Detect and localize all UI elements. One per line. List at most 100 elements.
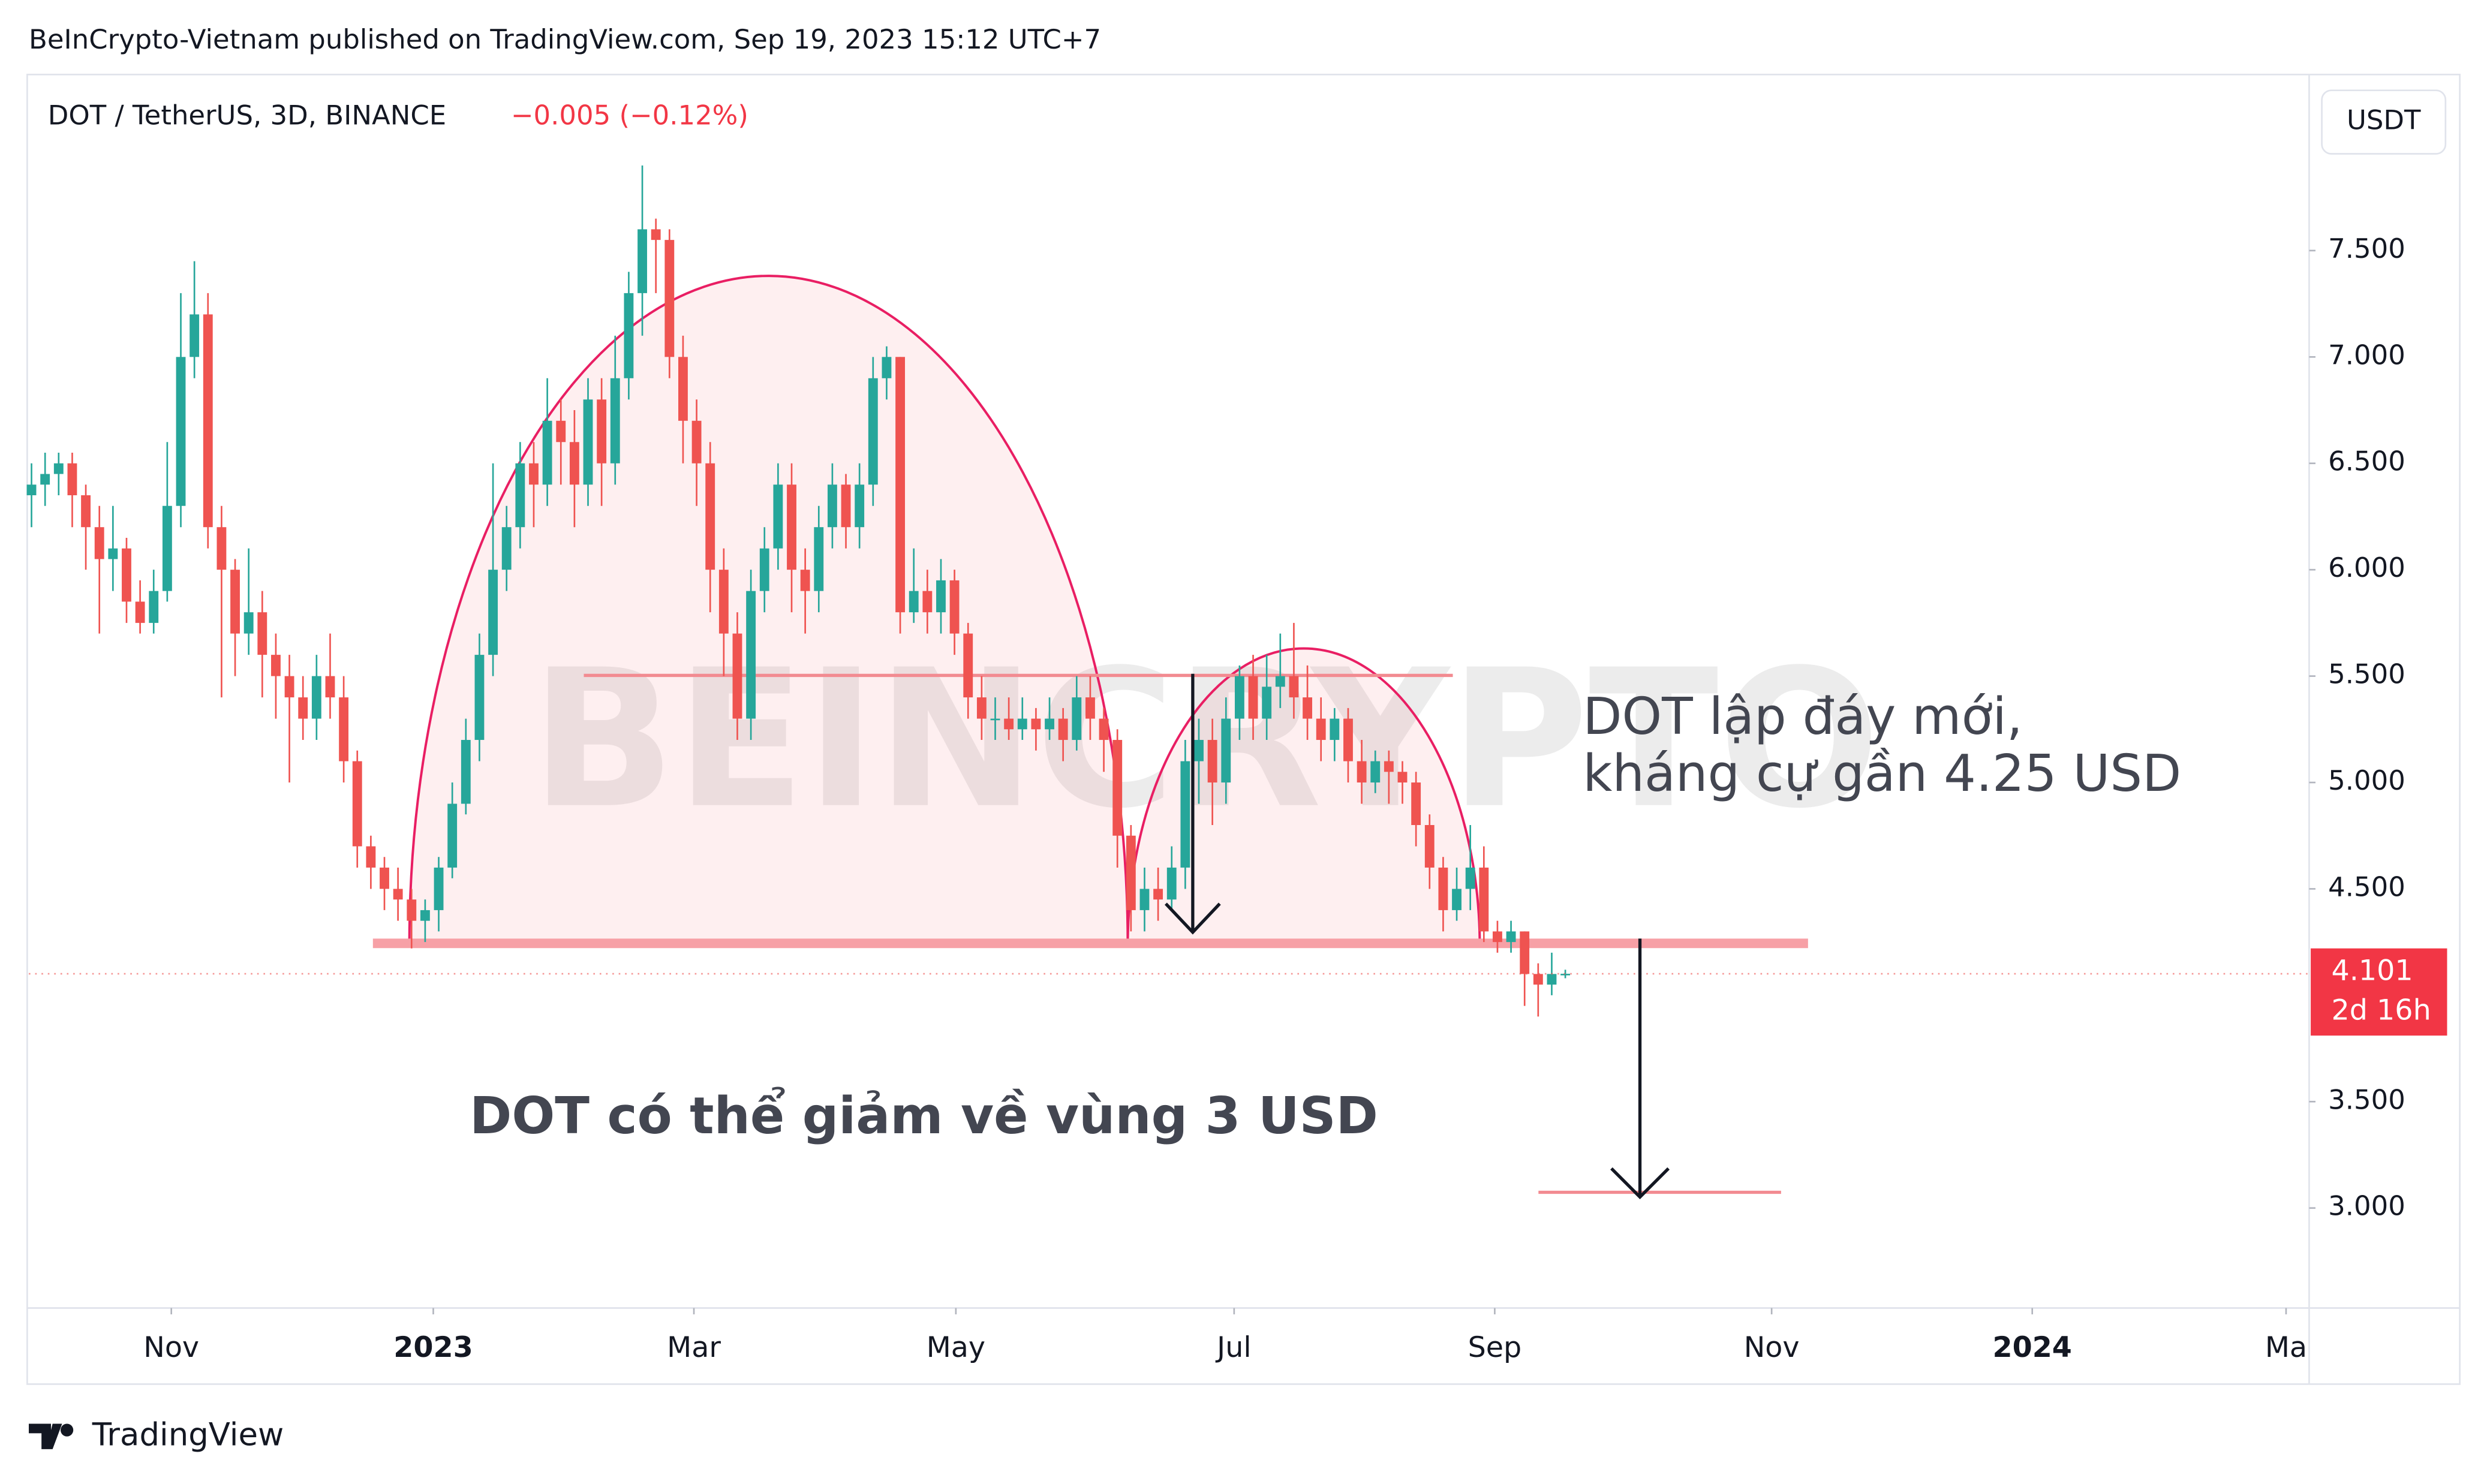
logo-mark xyxy=(29,1423,74,1449)
candle-body xyxy=(1153,889,1163,900)
x-tick-label: Nov xyxy=(143,1331,199,1364)
candle-body xyxy=(1045,718,1054,730)
candle-body xyxy=(1452,889,1461,910)
candles xyxy=(26,165,2309,1017)
candle-body xyxy=(1166,867,1177,900)
candle-body xyxy=(718,570,729,634)
candle-body xyxy=(529,463,539,485)
candle-body xyxy=(841,484,851,528)
candle-body xyxy=(53,463,64,474)
candle-body xyxy=(135,601,145,623)
candle-body xyxy=(1479,867,1489,932)
candle-body xyxy=(1289,676,1299,698)
candle-body xyxy=(895,357,906,613)
candle-body xyxy=(230,570,240,634)
candle-body xyxy=(67,463,77,495)
candle-body xyxy=(420,910,430,921)
candle-body xyxy=(1180,761,1190,868)
candle-body xyxy=(1112,740,1123,836)
candle-body xyxy=(257,612,267,655)
candle-body xyxy=(855,484,865,528)
countdown: 2d 16h xyxy=(2331,994,2431,1027)
y-tick-label: 5.000 xyxy=(2328,764,2405,796)
x-tick-label: Jul xyxy=(1215,1331,1251,1364)
candle-body xyxy=(597,399,607,463)
candle-body xyxy=(732,633,742,719)
y-tick-label: 3.000 xyxy=(2328,1190,2405,1222)
x-tick-label: May xyxy=(927,1331,985,1364)
candle-body xyxy=(800,570,810,591)
candle-body xyxy=(759,548,769,591)
y-tick-label: 6.500 xyxy=(2328,445,2405,477)
candle-body xyxy=(447,803,458,868)
candle-body xyxy=(1303,697,1313,719)
brand: TradingView xyxy=(92,1416,284,1453)
candle-body xyxy=(1139,889,1150,910)
candle-body xyxy=(678,357,688,421)
candle-body xyxy=(81,495,91,528)
candle-body xyxy=(1234,676,1244,719)
currency-button[interactable] xyxy=(2321,89,2447,155)
candle-body xyxy=(515,463,525,528)
candle-body xyxy=(651,229,661,240)
candle-body xyxy=(284,676,294,698)
candle-body xyxy=(569,442,579,485)
candle-body xyxy=(1031,718,1041,730)
candle-body xyxy=(1343,718,1353,761)
x-tick-label: Sep xyxy=(1468,1331,1522,1364)
candle-body xyxy=(26,484,37,495)
axes: 3.000 3.500 4.500 5.000 5.500 6.000 6.500 7.000… xyxy=(143,233,2447,1364)
candle-body xyxy=(434,867,444,910)
candle-body xyxy=(122,548,131,602)
y-tick-label: 4.500 xyxy=(2328,871,2405,902)
candle-body xyxy=(1493,931,1502,943)
candle-body xyxy=(814,527,824,591)
candle-body xyxy=(949,580,960,634)
x-tick-label: Nov xyxy=(1744,1331,1800,1364)
annotation: DOT có thể giảm về vùng 3 USD xyxy=(470,1086,1378,1145)
currency[interactable]: USDT xyxy=(2347,104,2421,136)
y-tick-label: 6.000 xyxy=(2328,552,2405,583)
candle-body xyxy=(936,580,946,613)
last-price-box xyxy=(2311,948,2447,1036)
candle-body xyxy=(556,420,566,443)
candle-body xyxy=(909,591,919,613)
candle-body xyxy=(691,420,702,463)
candle-body xyxy=(1126,835,1136,910)
candle-body xyxy=(1221,718,1231,783)
x-tick-label: 2023 xyxy=(393,1331,473,1364)
candle-body xyxy=(1004,718,1014,730)
candle-body xyxy=(827,484,837,528)
candle-body xyxy=(1397,772,1408,783)
candle-body xyxy=(94,527,104,559)
symbol: DOT / TetherUS, 3D, BINANCE xyxy=(48,100,446,131)
candle-body xyxy=(271,655,281,676)
candle-body xyxy=(542,420,552,485)
candle-body xyxy=(637,229,647,293)
candle-body xyxy=(624,293,634,378)
candle-body xyxy=(1370,761,1381,783)
candle-body xyxy=(1099,718,1109,741)
candle-body xyxy=(203,314,213,528)
candle-body xyxy=(1085,697,1095,719)
candle-body xyxy=(1438,867,1448,910)
candle-body xyxy=(610,378,620,463)
candle-body xyxy=(922,591,933,613)
candle-body xyxy=(963,633,973,698)
candle-body xyxy=(1357,761,1367,783)
candle-body xyxy=(787,484,796,570)
candle-body xyxy=(298,697,308,719)
pattern-arc xyxy=(1126,647,1481,948)
candle-body xyxy=(474,655,485,741)
y-tick-label: 7.000 xyxy=(2328,339,2405,371)
candle-body xyxy=(1330,718,1340,741)
candle-body xyxy=(1194,740,1204,761)
candle-body xyxy=(1506,931,1516,943)
candle-body xyxy=(705,463,715,570)
candle-body xyxy=(1424,824,1435,868)
candle-body xyxy=(773,484,783,549)
candle-body xyxy=(1520,931,1530,974)
candle-body xyxy=(339,697,349,761)
candle-body xyxy=(149,591,159,623)
